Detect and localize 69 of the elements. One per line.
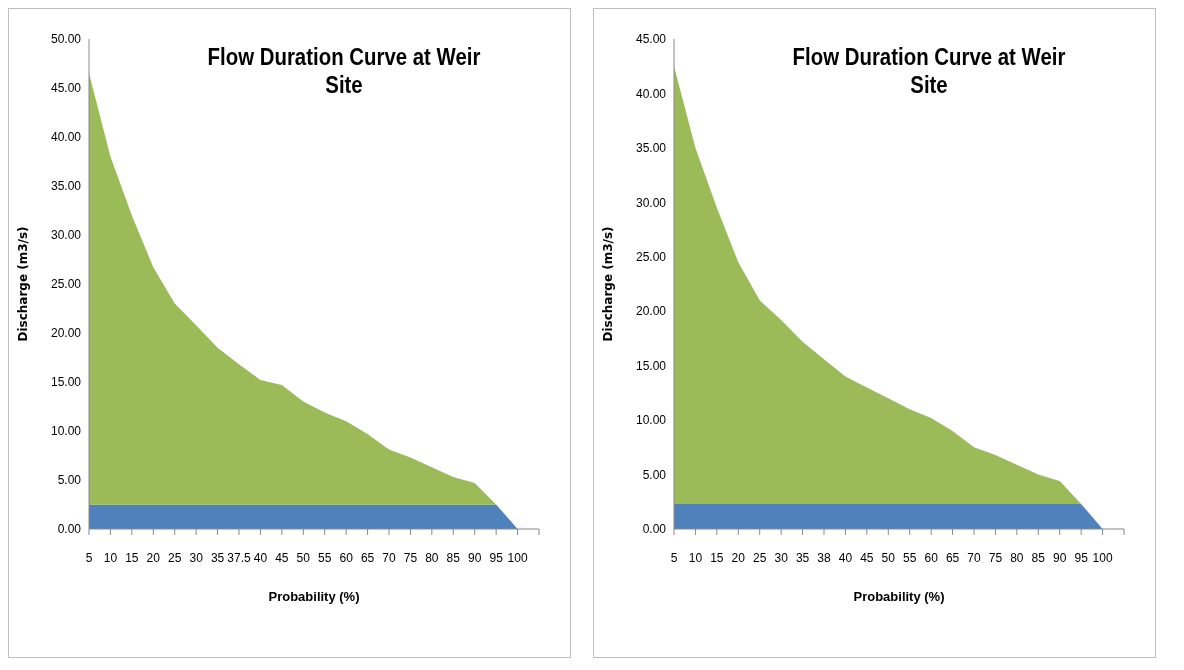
y-tick-label: 50.00 <box>50 32 82 47</box>
y-tick-label: 35.00 <box>635 141 667 156</box>
x-tick-label: 30 <box>774 550 789 565</box>
x-tick-label: 50 <box>881 550 896 565</box>
y-tick-label: 25.00 <box>50 277 82 292</box>
y-tick-label: 35.00 <box>50 179 82 194</box>
y-axis-title: Discharge (m3/s) <box>16 226 31 342</box>
y-tick-label: 25.00 <box>635 250 667 265</box>
x-tick-label: 85 <box>446 550 461 565</box>
x-tick-label: 50 <box>296 550 311 565</box>
x-tick-label: 60 <box>339 550 354 565</box>
x-tick-label: 65 <box>945 550 960 565</box>
y-tick-label: 10.00 <box>50 424 82 439</box>
x-tick-label: 75 <box>403 550 418 565</box>
x-tick-label: 37.5 <box>227 550 251 565</box>
x-axis-title: Probability (%) <box>268 589 360 604</box>
x-tick-label: 15 <box>710 550 724 565</box>
x-tick-label: 70 <box>967 550 981 565</box>
y-tick-label: 45.00 <box>635 32 667 47</box>
x-tick-label: 80 <box>1010 550 1024 565</box>
text: Flow Duration Curve at Weir Site <box>791 43 1067 99</box>
x-tick-label: 30 <box>189 550 204 565</box>
x-tick-label: 10 <box>103 550 118 565</box>
y-axis-title: Discharge (m3/s) <box>601 226 616 342</box>
x-tick-label: 20 <box>731 550 746 565</box>
y-tick-label: 0.00 <box>57 522 82 537</box>
x-tick-label: 90 <box>468 550 482 565</box>
x-tick-label: 45 <box>860 550 874 565</box>
x-tick-label: 40 <box>838 550 853 565</box>
x-tick-label: 100 <box>1092 550 1113 565</box>
x-tick-label: 5 <box>85 550 93 565</box>
x-tick-label: 35 <box>795 550 810 565</box>
x-tick-label: 40 <box>253 550 268 565</box>
y-tick-label: 40.00 <box>50 130 82 145</box>
x-tick-label: 20 <box>146 550 161 565</box>
x-tick-label: 10 <box>688 550 703 565</box>
y-tick-label: 5.00 <box>57 473 82 488</box>
y-tick-label: 40.00 <box>635 86 667 101</box>
x-tick-label: 90 <box>1053 550 1067 565</box>
y-tick-label: 5.00 <box>642 467 667 482</box>
x-tick-label: 70 <box>382 550 396 565</box>
x-tick-label: 75 <box>988 550 1003 565</box>
x-tick-label: 38 <box>817 550 831 565</box>
x-tick-label: 35 <box>210 550 225 565</box>
x-tick-label: 65 <box>360 550 375 565</box>
y-tick-label: 45.00 <box>50 81 82 96</box>
y-tick-label: 30.00 <box>635 195 667 210</box>
y-tick-label: 0.00 <box>642 522 667 537</box>
y-tick-label: 30.00 <box>50 228 82 243</box>
x-tick-label: 100 <box>507 550 528 565</box>
y-tick-label: 20.00 <box>50 326 82 341</box>
x-tick-label: 95 <box>1074 550 1089 565</box>
x-tick-label: 45 <box>275 550 289 565</box>
x-tick-label: 25 <box>168 550 182 565</box>
x-tick-label: 95 <box>489 550 504 565</box>
y-tick-label: 15.00 <box>635 358 667 373</box>
x-tick-label: 5 <box>670 550 678 565</box>
x-tick-label: 85 <box>1031 550 1046 565</box>
x-tick-label: 25 <box>753 550 767 565</box>
x-tick-label: 55 <box>903 550 917 565</box>
x-tick-label: 15 <box>125 550 139 565</box>
text: Flow Duration Curve at Weir Site <box>206 43 482 99</box>
x-tick-label: 60 <box>924 550 939 565</box>
y-tick-label: 10.00 <box>635 413 667 428</box>
y-tick-label: 20.00 <box>635 304 667 319</box>
y-tick-label: 15.00 <box>50 375 82 390</box>
x-axis-title: Probability (%) <box>853 589 945 604</box>
x-tick-label: 80 <box>425 550 439 565</box>
x-tick-label: 55 <box>318 550 332 565</box>
